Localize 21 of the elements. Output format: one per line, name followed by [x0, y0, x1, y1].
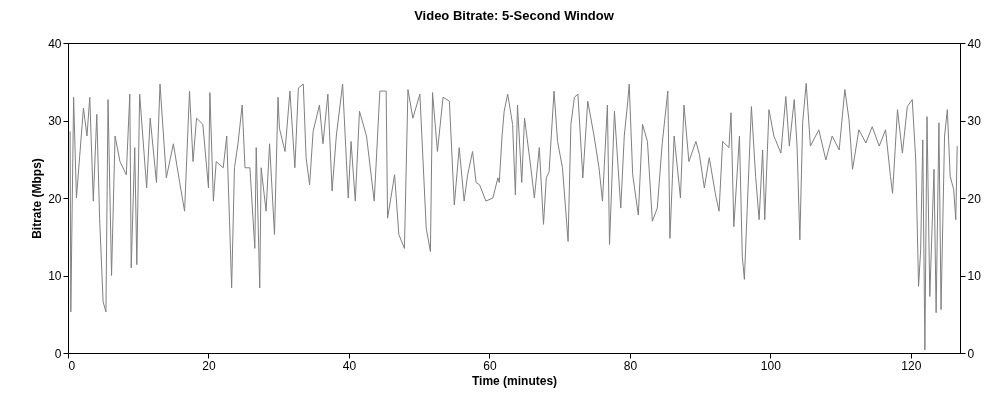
x-tick-label: 20 [202, 358, 216, 373]
y2-tick-label: 20 [967, 191, 982, 206]
x-tick-label: 80 [623, 358, 638, 373]
x-tick-label: 100 [760, 358, 782, 373]
y2-tick-label: 10 [967, 269, 982, 283]
y-axis-title: Bitrate (Mbps) [30, 158, 45, 239]
x-tick-label: 60 [483, 358, 497, 373]
y-tick-label: 0 [54, 346, 62, 361]
x-tick-label: 0 [68, 358, 76, 373]
x-tick-label: 120 [901, 358, 922, 373]
y-tick-label: 40 [48, 36, 62, 51]
line-series [69, 82, 958, 351]
y-tick-label: 10 [48, 269, 62, 283]
x-tick-label: 40 [342, 358, 357, 373]
y2-tick-label: 30 [967, 114, 982, 128]
y-tick-label: 30 [48, 114, 62, 128]
chart-title: Video Bitrate: 5-Second Window [414, 8, 615, 23]
y-tick-label: 20 [48, 191, 62, 206]
y2-tick-label: 40 [967, 36, 982, 51]
x-axis-title: Time (minutes) [471, 373, 558, 388]
y2-tick-label: 0 [967, 346, 975, 361]
